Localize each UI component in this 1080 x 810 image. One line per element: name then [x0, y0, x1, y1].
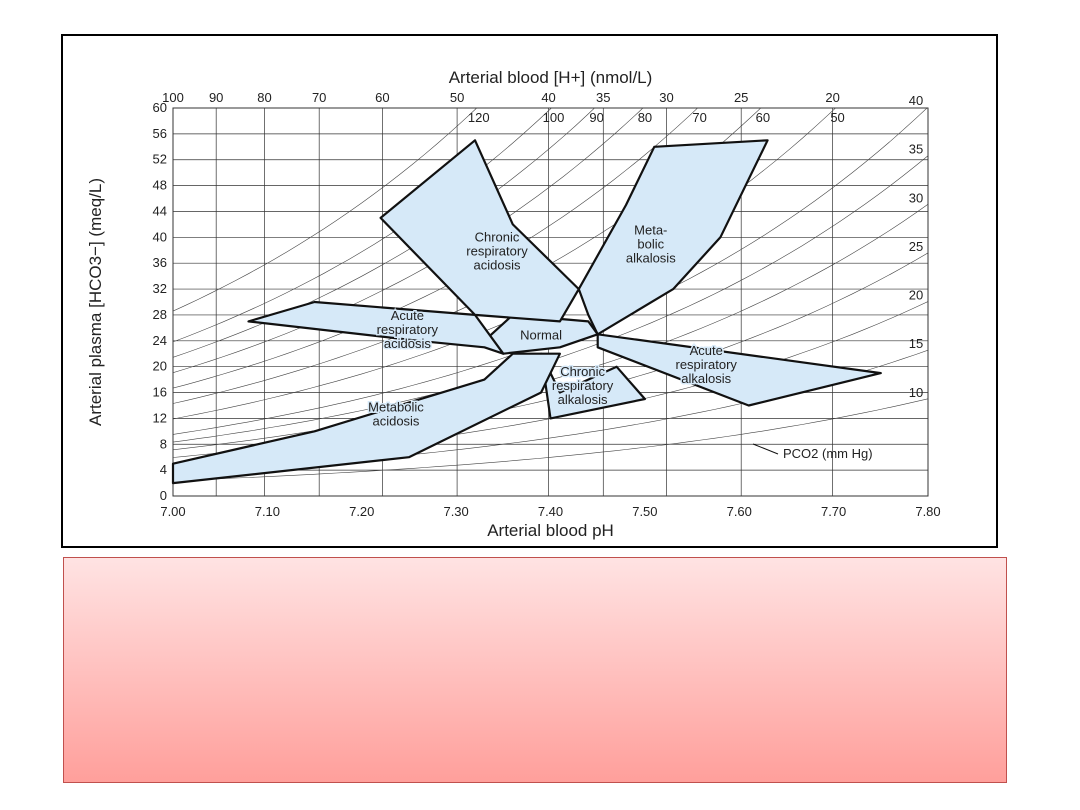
y-tick-label: 16: [153, 385, 167, 400]
h-tick-label: 70: [312, 90, 326, 105]
h-tick-label: 90: [209, 90, 223, 105]
region-label: alkalosis: [681, 371, 731, 386]
region-label: Metabolic: [368, 399, 424, 414]
region-label: Chronic: [475, 229, 520, 244]
h-tick-label: 50: [450, 90, 464, 105]
region-label: Normal: [520, 327, 562, 342]
region-label: acidosis: [474, 257, 521, 272]
y-tick-label: 8: [160, 436, 167, 451]
region-label: Meta-: [634, 223, 667, 238]
pco2-pointer: [752, 443, 779, 455]
region-label: respiratory: [676, 357, 738, 372]
y-tick-label: 20: [153, 359, 167, 374]
pco2-value-label: 20: [909, 288, 923, 303]
pco2-value-label: 120: [468, 110, 490, 125]
pco2-isopleth: [173, 108, 478, 312]
pco2-axis-label: PCO2 (mm Hg): [783, 446, 873, 461]
y-tick-label: 60: [153, 100, 167, 115]
region-label: bolic: [637, 237, 664, 252]
pco2-isopleth: [173, 108, 699, 389]
pco2-value-label: 10: [909, 385, 923, 400]
x-tick-label: 7.30: [443, 504, 468, 519]
pco2-value-label: 15: [909, 336, 923, 351]
h-tick-label: 40: [541, 90, 555, 105]
note-box: [63, 557, 1007, 783]
y-tick-label: 56: [153, 126, 167, 141]
pco2-isopleth: [173, 108, 644, 373]
x-tick-label: 7.70: [821, 504, 846, 519]
region-metabolic-acidosis: [171, 352, 561, 485]
y-tick-label: 44: [153, 203, 167, 218]
plot-border: [172, 107, 929, 497]
y-tick-label: 12: [153, 410, 167, 425]
region-label: acidosis: [384, 336, 431, 351]
chart-frame: 0 4 8 12 16 20 24 28 32 36 40 44 48 52 56 60 100 90 80 70 60…: [61, 34, 998, 548]
pco2-value-label: 50: [830, 110, 844, 125]
y-tick-label: 40: [153, 229, 167, 244]
pco2-value-label: 90: [589, 110, 603, 125]
pco2-value-label: 80: [638, 110, 652, 125]
x-tick-label: 7.60: [727, 504, 752, 519]
pco2-value-label: 40: [909, 93, 923, 108]
y-tick-label: 24: [153, 333, 167, 348]
pco2-isopleth: [173, 108, 552, 343]
region-label: alkalosis: [626, 251, 676, 266]
region-label: alkalosis: [558, 392, 608, 407]
y-tick-label: 0: [160, 488, 167, 503]
h-tick-label: 35: [596, 90, 610, 105]
h-tick-label: 20: [825, 90, 839, 105]
x-axis-title: Arterial blood pH: [487, 521, 614, 540]
region-label: respiratory: [552, 378, 614, 393]
y-tick-label: 4: [160, 462, 167, 477]
x-tick-label: 7.80: [915, 504, 940, 519]
pco2-value-label: 70: [692, 110, 706, 125]
region-acute-respiratory-alkalosis: [596, 333, 882, 407]
region-label: Acute: [690, 343, 723, 358]
region-label: respiratory: [377, 322, 439, 337]
h-tick-label: 80: [257, 90, 271, 105]
top-axis-title: Arterial blood [H+] (nmol/L): [449, 68, 653, 87]
x-tick-label: 7.00: [160, 504, 185, 519]
region-label: Acute: [391, 308, 424, 323]
y-axis-title: Arterial plasma [HCO3−] (meq/L): [86, 178, 105, 426]
region-label: respiratory: [466, 243, 528, 258]
x-tick-label: 7.20: [349, 504, 374, 519]
pco2-value-label: 60: [756, 110, 770, 125]
y-tick-label: 28: [153, 307, 167, 322]
y-tick-label: 36: [153, 255, 167, 270]
y-tick-label: 32: [153, 281, 167, 296]
pco2-isopleth: [173, 398, 928, 481]
pco2-value-label: 30: [909, 190, 923, 205]
x-tick-label: 7.50: [632, 504, 657, 519]
x-tick-label: 7.40: [538, 504, 563, 519]
region-label: Chronic: [560, 364, 605, 379]
h-tick-label: 25: [734, 90, 748, 105]
pco2-value-label: 100: [543, 110, 565, 125]
x-tick-label: 7.10: [255, 504, 280, 519]
h-tick-label: 60: [375, 90, 389, 105]
pco2-value-label: 25: [909, 239, 923, 254]
pco2-value-label: 35: [909, 142, 923, 157]
y-tick-label: 48: [153, 178, 167, 193]
y-tick-label: 52: [153, 152, 167, 167]
h-tick-label: 100: [162, 90, 184, 105]
region-label: acidosis: [372, 413, 419, 428]
h-tick-label: 30: [659, 90, 673, 105]
